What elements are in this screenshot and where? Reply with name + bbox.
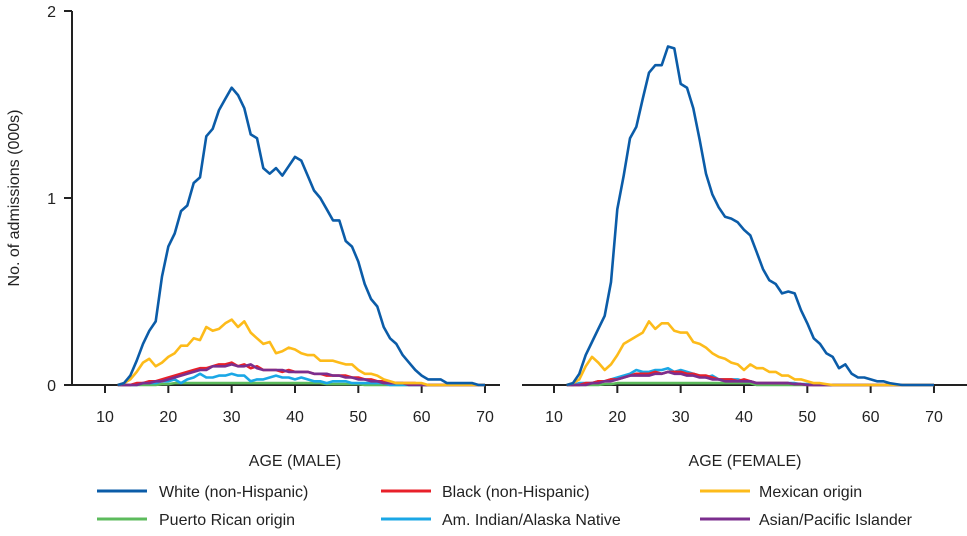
y-tick-label: 0 bbox=[47, 378, 56, 395]
legend-item-white-non-hispanic: White (non-Hispanic) bbox=[97, 484, 308, 501]
legend-label: Asian/Pacific Islander bbox=[759, 512, 913, 529]
legend-item-am-indian-alaska-native: Am. Indian/Alaska Native bbox=[381, 512, 621, 529]
series-line-mexican-origin bbox=[566, 320, 934, 387]
female-panel: AGE (FEMALE) 10 20 30 40 50 60 70 bbox=[522, 45, 967, 470]
legend-label: Black (non-Hispanic) bbox=[442, 484, 590, 501]
x-tick-label: 40 bbox=[286, 409, 304, 426]
y-tick-label: 1 bbox=[47, 191, 56, 208]
legend-label: White (non-Hispanic) bbox=[159, 484, 308, 501]
female-x-axis-label: AGE (FEMALE) bbox=[689, 453, 802, 470]
legend-label: Puerto Rican origin bbox=[159, 512, 295, 529]
legend-label: Am. Indian/Alaska Native bbox=[442, 512, 621, 529]
x-tick-label: 60 bbox=[862, 409, 880, 426]
x-tick-label: 50 bbox=[349, 409, 367, 426]
x-tick-label: 10 bbox=[96, 409, 114, 426]
male-x-axis-label: AGE (MALE) bbox=[249, 453, 341, 470]
legend-item-mexican-origin: Mexican origin bbox=[700, 484, 862, 501]
series-line-mexican-origin bbox=[117, 318, 485, 387]
legend-item-asian-pacific-islander: Asian/Pacific Islander bbox=[700, 512, 913, 529]
series-line-black-non-hispanic bbox=[117, 361, 485, 387]
x-tick-label: 20 bbox=[608, 409, 626, 426]
x-tick-label: 30 bbox=[223, 409, 241, 426]
x-tick-label: 70 bbox=[925, 409, 943, 426]
legend-item-black-non-hispanic: Black (non-Hispanic) bbox=[381, 484, 590, 501]
y-tick-label: 2 bbox=[47, 4, 56, 21]
x-tick-label: 10 bbox=[545, 409, 563, 426]
x-tick-label: 70 bbox=[476, 409, 494, 426]
legend-label: Mexican origin bbox=[759, 484, 862, 501]
y-axis-label: No. of admissions (000s) bbox=[6, 110, 23, 287]
x-tick-label: 60 bbox=[413, 409, 431, 426]
legend-item-puerto-rican-origin: Puerto Rican origin bbox=[97, 512, 295, 529]
legend: White (non-Hispanic) Black (non-Hispanic)… bbox=[97, 484, 913, 529]
series-line-white-non-hispanic bbox=[566, 45, 934, 387]
series-line-white-non-hispanic bbox=[117, 86, 485, 387]
x-tick-label: 40 bbox=[735, 409, 753, 426]
x-tick-label: 20 bbox=[159, 409, 177, 426]
x-tick-label: 30 bbox=[672, 409, 690, 426]
x-tick-label: 50 bbox=[798, 409, 816, 426]
male-panel: No. of admissions (000s) AGE (MALE) 10 20… bbox=[6, 4, 500, 470]
